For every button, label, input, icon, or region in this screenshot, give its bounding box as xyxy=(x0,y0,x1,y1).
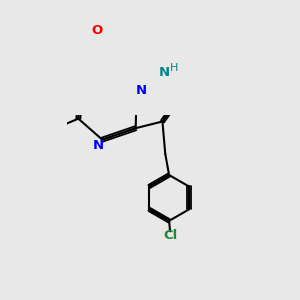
Text: Cl: Cl xyxy=(163,230,177,242)
Text: N: N xyxy=(136,84,147,97)
Text: H: H xyxy=(170,63,178,74)
Text: N: N xyxy=(159,66,170,79)
Text: O: O xyxy=(91,23,102,37)
Text: N: N xyxy=(93,139,104,152)
